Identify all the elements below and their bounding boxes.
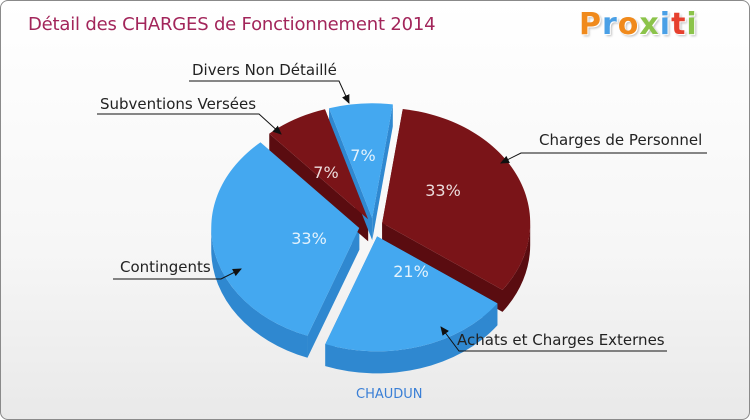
pie-percent-label: 7% xyxy=(350,146,375,165)
pie-slice-side xyxy=(211,228,308,358)
pie-slice xyxy=(269,109,369,220)
pie-percent-label: 33% xyxy=(425,181,461,200)
logo-letter: P xyxy=(579,7,602,42)
pie-slice-edge xyxy=(307,228,360,358)
pie-slice xyxy=(211,142,360,336)
commune-name: CHAUDUN xyxy=(356,387,423,402)
slice-label: Contingents xyxy=(120,258,211,276)
pie-slice xyxy=(325,236,498,352)
logo-letter: o xyxy=(617,7,640,42)
pie-percent-label: 7% xyxy=(313,163,338,182)
pie-slice xyxy=(382,109,531,290)
callout-line xyxy=(97,113,282,135)
logo-letter: x xyxy=(639,7,660,42)
logo-letter: i xyxy=(686,7,698,42)
pie-percent-label: 21% xyxy=(393,262,429,281)
slice-label: Achats et Charges Externes xyxy=(457,331,665,349)
slice-label: Divers Non Détaillé xyxy=(192,61,337,79)
logo-letter: t xyxy=(671,7,687,42)
pie-slice-edge xyxy=(372,104,393,241)
logo-letter: r xyxy=(602,7,618,42)
proxiti-logo: Proxiti xyxy=(579,7,698,42)
callout-line xyxy=(189,80,350,104)
callout-line xyxy=(440,326,667,352)
chart-title: Détail des CHARGES de Fonctionnement 201… xyxy=(28,14,436,35)
slice-label: Subventions Versées xyxy=(100,95,256,113)
pie-slice xyxy=(329,103,393,219)
callout-line xyxy=(500,152,707,164)
logo-letter: i xyxy=(659,7,672,42)
pie-percent-label: 33% xyxy=(291,229,327,248)
pie-slice-side xyxy=(325,303,498,374)
pie-slice-side xyxy=(502,222,531,312)
slice-label: Charges de Personnel xyxy=(539,131,702,149)
callout-line xyxy=(113,268,242,280)
